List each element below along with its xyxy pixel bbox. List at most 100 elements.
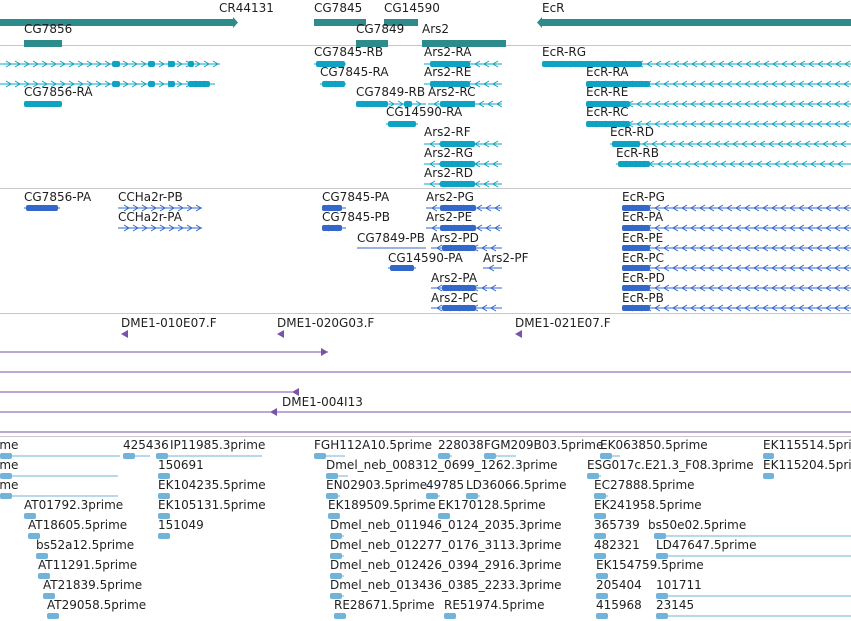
feature-label[interactable]: EK189509.5prime <box>328 498 436 512</box>
feature-label[interactable]: EN02903.5prime <box>326 478 427 492</box>
feature-label[interactable]: 101711 <box>656 578 702 592</box>
exon-block[interactable] <box>618 161 650 167</box>
feature-label[interactable]: EK063850.5prime <box>600 438 708 452</box>
exon-block[interactable] <box>24 101 62 107</box>
feature-label[interactable]: RE28671.5prime <box>334 598 435 612</box>
clone-end-marker[interactable] <box>277 330 284 338</box>
feature-label[interactable]: Dmel_neb_013436_0385_2233.3prime <box>330 578 562 592</box>
feature-label[interactable]: Ars2-RF <box>424 125 471 139</box>
exon-block[interactable] <box>112 81 120 87</box>
est-block[interactable] <box>123 453 135 459</box>
exon-block[interactable] <box>148 81 155 87</box>
feature-label[interactable]: Dmel_neb_012426_0394_2916.3prime <box>330 558 562 572</box>
feature-label[interactable]: EcR-RA <box>586 65 629 79</box>
feature-label[interactable]: EC27888.5prime <box>594 478 695 492</box>
exon-block[interactable] <box>188 61 194 67</box>
feature-label[interactable]: AT29058.5prime <box>47 598 146 612</box>
feature-label[interactable]: FGH112A10.5prime <box>314 438 432 452</box>
feature-label[interactable]: LD36066.5prime <box>466 478 567 492</box>
feature-label[interactable]: EcR-PG <box>622 190 665 204</box>
exon-block[interactable] <box>148 61 155 67</box>
feature-label[interactable]: CG7856-RA <box>24 85 93 99</box>
exon-block[interactable] <box>26 205 58 211</box>
feature-label[interactable]: AT11291.5prime <box>38 558 137 572</box>
feature-label[interactable]: bs50e02.5prime <box>648 518 746 532</box>
feature-label[interactable]: FGM209B03.5prime <box>484 438 603 452</box>
exon-block[interactable] <box>388 121 416 127</box>
est-block[interactable] <box>0 453 12 459</box>
exon-block[interactable] <box>442 305 476 311</box>
est-block[interactable] <box>596 613 608 619</box>
feature-label[interactable]: 49785 <box>426 478 464 492</box>
clone-end-marker[interactable] <box>121 330 128 338</box>
feature-label[interactable]: CG14590 <box>384 1 440 15</box>
exon-block[interactable] <box>168 81 175 87</box>
feature-label[interactable]: bs52a12.5prime <box>36 538 134 552</box>
feature-label[interactable]: Ars2-RG <box>424 146 473 160</box>
feature-label[interactable]: Ars2-PA <box>431 271 478 285</box>
feature-label[interactable]: EK241958.5prime <box>594 498 702 512</box>
feature-label[interactable]: 365739 <box>594 518 640 532</box>
feature-label[interactable]: Ars2 <box>422 22 449 36</box>
feature-label[interactable]: CG7856 <box>24 22 72 36</box>
feature-label[interactable]: ime <box>0 438 18 452</box>
est-block[interactable] <box>314 453 326 459</box>
gene-block[interactable] <box>542 19 851 26</box>
feature-label[interactable]: 228038 <box>438 438 484 452</box>
feature-label[interactable]: AT01792.3prime <box>24 498 123 512</box>
feature-label[interactable]: EK154759.5prime <box>596 558 704 572</box>
feature-label[interactable]: CCHa2r-PA <box>118 210 183 224</box>
feature-label[interactable]: EcR-PC <box>622 251 664 265</box>
feature-label[interactable]: 151049 <box>158 518 204 532</box>
feature-label[interactable]: CG7856-PA <box>24 190 92 204</box>
feature-label[interactable]: CG7849 <box>356 22 404 36</box>
est-block[interactable] <box>656 613 668 619</box>
feature-label[interactable]: EcR-RE <box>586 85 628 99</box>
feature-label[interactable]: RE51974.5prime <box>444 598 545 612</box>
exon-block[interactable] <box>188 81 210 87</box>
exon-block[interactable] <box>440 181 475 187</box>
feature-label[interactable]: EK115514.5prime <box>763 438 851 452</box>
feature-label[interactable]: EK105131.5prime <box>158 498 266 512</box>
feature-label[interactable]: Ars2-RA <box>424 45 472 59</box>
feature-label[interactable]: EcR-PB <box>622 291 664 305</box>
feature-label[interactable]: Ars2-PF <box>483 251 529 265</box>
feature-label[interactable]: ESG017c.E21.3_F08.3prime <box>587 458 754 472</box>
est-block[interactable] <box>763 473 774 479</box>
est-block[interactable] <box>0 473 12 479</box>
feature-label[interactable]: EcR-RB <box>616 146 659 160</box>
feature-label[interactable]: Ars2-PC <box>431 291 478 305</box>
exon-block[interactable] <box>622 305 650 311</box>
feature-label[interactable]: EK104235.5prime <box>158 478 266 492</box>
est-block[interactable] <box>47 613 59 619</box>
feature-label[interactable]: CG7849-PB <box>357 231 425 245</box>
feature-label[interactable]: EK170128.5prime <box>438 498 546 512</box>
clone-end-marker[interactable] <box>515 330 522 338</box>
feature-label[interactable]: AT21839.5prime <box>43 578 142 592</box>
feature-label[interactable]: CG7845-RA <box>320 65 389 79</box>
feature-label[interactable]: EcR-RC <box>586 105 628 119</box>
feature-label[interactable]: Ars2-PD <box>431 231 479 245</box>
exon-block[interactable] <box>356 101 388 107</box>
feature-label[interactable]: Ars2-RE <box>424 65 471 79</box>
feature-label[interactable]: 150691 <box>158 458 204 472</box>
feature-label[interactable]: CG7845-PA <box>322 190 390 204</box>
est-block[interactable] <box>444 613 456 619</box>
feature-label[interactable]: DME1-004I13 <box>282 395 363 409</box>
exon-block[interactable] <box>322 81 345 87</box>
feature-label[interactable]: DME1-010E07.F <box>121 316 217 330</box>
feature-label[interactable]: Dmel_neb_012277_0176_3113.3prime <box>330 538 562 552</box>
feature-label[interactable]: EcR <box>542 1 565 15</box>
feature-label[interactable]: EcR-PA <box>622 210 664 224</box>
est-block[interactable] <box>158 533 170 539</box>
feature-label[interactable]: ime <box>0 478 18 492</box>
clone-end-marker[interactable] <box>321 348 328 356</box>
feature-label[interactable]: CG7845 <box>314 1 362 15</box>
feature-label[interactable]: EcR-PD <box>622 271 665 285</box>
feature-label[interactable]: 482321 <box>594 538 640 552</box>
feature-label[interactable]: Dmel_neb_008312_0699_1262.3prime <box>326 458 558 472</box>
feature-label[interactable]: CCHa2r-PB <box>118 190 183 204</box>
est-block[interactable] <box>334 613 346 619</box>
feature-label[interactable]: ime <box>0 458 18 472</box>
feature-label[interactable]: EcR-RD <box>610 125 654 139</box>
